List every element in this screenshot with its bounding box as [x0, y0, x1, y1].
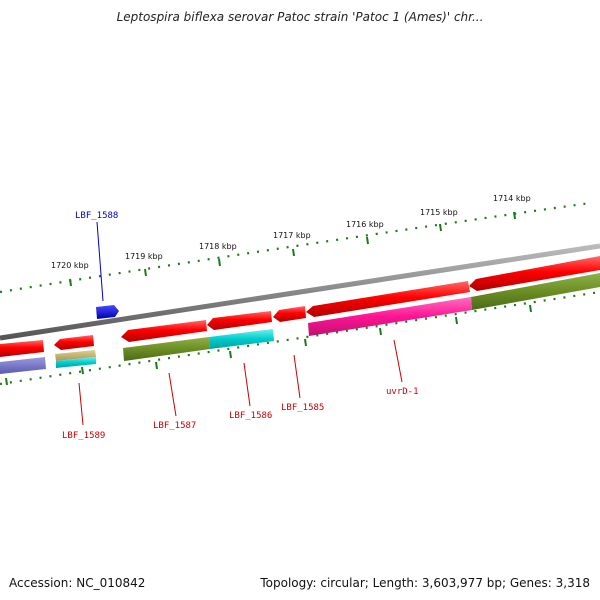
band-magenta [308, 297, 472, 336]
inner-ring-ticks [5, 304, 532, 386]
tick-label-1715: 1715 kbp [420, 208, 458, 217]
outer-scale-ring [0, 201, 591, 294]
leader-lbf1587 [168, 372, 177, 417]
major-tick-1716 [366, 236, 369, 245]
major-tick-1718 [218, 258, 221, 267]
cds-arrow-lbf1586[interactable] [207, 311, 272, 330]
gene-label-uvrd1[interactable]: uvrD-1 [386, 387, 419, 397]
cds-arrow-lbf1585[interactable] [273, 306, 306, 322]
tick-label-1716: 1716 kbp [346, 220, 384, 229]
tick-label-1718: 1718 kbp [199, 242, 237, 251]
leader-lbf1586 [243, 362, 251, 407]
gene-label-lbf1587[interactable]: LBF_1587 [153, 421, 196, 431]
tick-label-1719: 1719 kbp [125, 252, 163, 261]
accession-label: Accession: NC_010842 [9, 576, 146, 590]
gene-label-lbf1585[interactable]: LBF_1585 [281, 403, 324, 413]
major-tick-1720 [69, 278, 72, 287]
gene-label-lbf1589[interactable]: LBF_1589 [62, 431, 105, 441]
category-bands [0, 273, 600, 374]
cds-arrow-a[interactable] [0, 340, 44, 357]
tick-label-1714: 1714 kbp [493, 194, 531, 203]
cds-arrow-b[interactable] [54, 335, 94, 350]
band-olive-left [123, 337, 210, 361]
genome-summary: Topology: circular; Length: 3,603,977 bp… [260, 576, 590, 590]
leader-uvrd1 [393, 339, 403, 383]
major-tick-1717 [292, 248, 295, 257]
chromosome-backbone [0, 243, 600, 341]
major-tick-1719 [144, 268, 147, 277]
map-title: Leptospira biflexa serovar Patoc strain … [116, 10, 484, 24]
tick-label-1717: 1717 kbp [273, 231, 311, 240]
band-cyan-small [56, 357, 96, 368]
leader-lbf1589 [78, 382, 84, 426]
cds-arrow-lbf1587[interactable] [121, 320, 207, 342]
band-purple [0, 357, 46, 374]
gene-label-lbf1586[interactable]: LBF_1586 [229, 411, 272, 421]
cds-arrow-uvrd1[interactable] [306, 281, 470, 317]
gene-lbf1588-arrow[interactable] [96, 305, 119, 319]
band-cyan [209, 329, 274, 349]
reverse-strand-cds [0, 256, 600, 357]
major-tick-1714 [513, 211, 516, 220]
leader-lbf1588 [96, 221, 104, 302]
band-olive-right [471, 273, 600, 310]
band-tan [55, 350, 96, 361]
tick-label-1720: 1720 kbp [51, 261, 89, 270]
leader-lbf1585 [293, 354, 301, 399]
gene-label-lbf1588[interactable]: LBF_1588 [75, 211, 118, 221]
major-tick-1715 [439, 223, 442, 232]
cds-arrow-right[interactable] [469, 256, 600, 291]
